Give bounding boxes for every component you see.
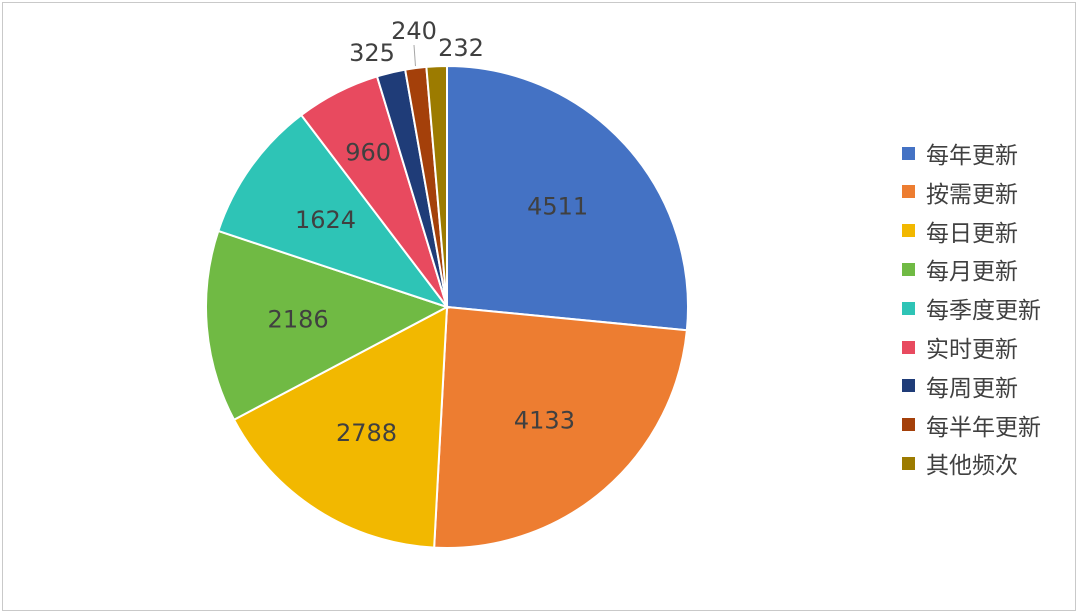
legend-label: 每日更新	[926, 220, 1018, 247]
slice-value-label: 4511	[527, 193, 588, 221]
legend-item: 每季度更新	[902, 294, 1041, 325]
legend-swatch	[902, 456, 915, 470]
legend-swatch	[902, 379, 915, 393]
legend-label: 其他频次	[926, 453, 1018, 480]
legend-swatch	[902, 185, 915, 199]
legend-item: 实时更新	[902, 333, 1018, 363]
legend-label: 每季度更新	[926, 298, 1041, 325]
legend-swatch	[902, 418, 915, 432]
pie-slice	[425, 64, 448, 308]
legend-item: 每周更新	[902, 372, 1018, 402]
legend-item: 每日更新	[902, 217, 1018, 247]
legend-label: 每年更新	[926, 143, 1018, 169]
slice-value-label: 240	[391, 17, 437, 45]
slice-value-label: 1624	[295, 206, 356, 234]
legend-item: 其他频次	[902, 449, 1018, 480]
legend-item: 按需更新	[902, 178, 1018, 208]
slice-value-label: 4133	[514, 406, 575, 434]
legend-label: 每半年更新	[926, 414, 1041, 441]
legend-swatch	[902, 340, 915, 354]
pie-slice	[446, 64, 689, 332]
legend-item: 每年更新	[902, 139, 1018, 169]
legend-swatch	[902, 224, 915, 238]
slice-value-label: 325	[349, 39, 395, 67]
slice-value-label: 2788	[336, 419, 397, 447]
pie-slice	[205, 229, 450, 422]
legend-label: 每月更新	[926, 259, 1018, 286]
legend-swatch	[902, 301, 915, 315]
pie-slice	[217, 113, 450, 309]
leader-line	[413, 44, 416, 67]
legend-label: 按需更新	[926, 181, 1018, 208]
legend-item: 每半年更新	[902, 411, 1041, 441]
legend-item: 每月更新	[902, 255, 1018, 286]
legend-swatch	[902, 146, 915, 160]
legend-label: 每周更新	[926, 375, 1018, 402]
slice-value-label: 2186	[268, 305, 329, 333]
pie-slice	[232, 305, 449, 549]
pie-slice	[433, 305, 688, 550]
slice-value-label: 960	[345, 138, 391, 166]
legend-swatch	[902, 262, 915, 276]
legend-label: 实时更新	[926, 337, 1018, 363]
slice-value-label: 232	[438, 34, 484, 62]
